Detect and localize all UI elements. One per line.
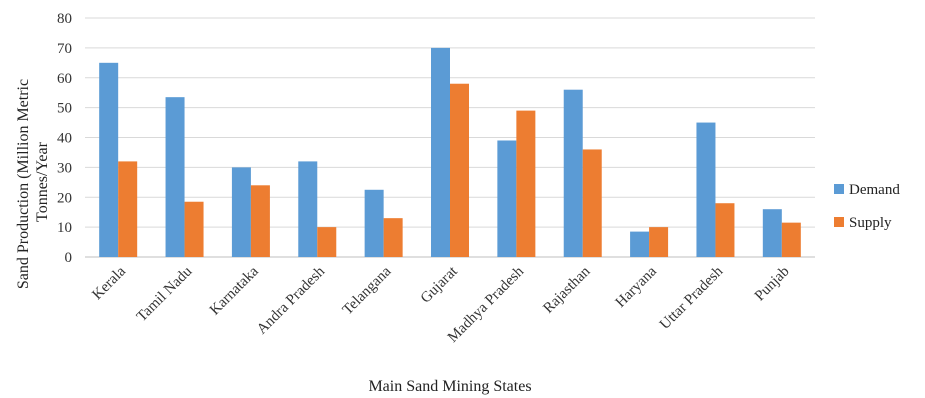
y-tick-label: 80 [57, 11, 72, 27]
legend-label-demand: Demand [849, 182, 900, 198]
y-axis-title: Sand Production (Million Metric Tonnes/Y… [15, 75, 51, 289]
bar-supply-haryana [649, 227, 669, 257]
y-tick-label: 10 [57, 220, 72, 236]
x-tick-label: Andra Pradesh [254, 263, 328, 337]
x-tick-label: Rajasthan [540, 263, 593, 316]
legend: Demand Supply [834, 182, 900, 231]
x-tick-label: Punjab [752, 264, 793, 305]
bar-supply-punjab [781, 222, 801, 257]
bar-supply-kerala [118, 161, 138, 257]
bar-supply-karnataka [250, 185, 270, 257]
y-tick-label: 40 [57, 131, 72, 147]
y-axis-title-line-2: Tonnes/Year [34, 141, 51, 222]
bar-demand-karnataka [231, 167, 251, 257]
bar-supply-uttar-pradesh [715, 203, 735, 257]
y-tick-label: 0 [65, 250, 73, 266]
y-tick-label: 20 [57, 190, 72, 206]
bar-supply-telangana [383, 218, 403, 257]
y-tick-label: 70 [57, 41, 72, 57]
bar-demand-rajasthan [563, 89, 583, 257]
bar-demand-kerala [99, 62, 119, 257]
bar-demand-haryana [630, 231, 650, 257]
y-axis-title-line-1: Sand Production (Million Metric [15, 79, 32, 289]
y-tick-label: 30 [57, 160, 72, 176]
x-tick-label: Telangana [340, 263, 395, 318]
bar-supply-rajasthan [582, 149, 602, 257]
bar-supply-gujarat [450, 83, 469, 257]
bar-demand-telangana [364, 189, 384, 257]
y-tick-label: 60 [57, 71, 72, 87]
bar-supply-tamil-nadu [184, 201, 204, 257]
x-tick-label: Karnataka [207, 263, 262, 318]
legend-label-supply: Supply [849, 215, 892, 231]
x-tick-label: Tamil Nadu [134, 263, 196, 325]
x-axis-title: Main Sand Mining States [368, 378, 531, 395]
y-tick-labels: 0 10 20 30 40 50 60 70 80 [57, 11, 72, 266]
bar-supply-andra-pradesh [317, 227, 337, 257]
bar-demand-tamil-nadu [165, 97, 185, 257]
legend-swatch-demand [834, 184, 844, 194]
x-tick-label: Haryana [613, 263, 660, 310]
bar-demand-gujarat [431, 47, 450, 257]
bar-demand-andra-pradesh [298, 161, 318, 257]
x-tick-label: Uttar Pradesh [657, 263, 727, 333]
y-tick-label: 50 [57, 101, 72, 117]
bars [99, 47, 801, 257]
x-tick-label: Kerala [89, 263, 129, 303]
bar-supply-madhya-pradesh [516, 110, 536, 257]
bar-demand-uttar-pradesh [696, 122, 716, 257]
bar-demand-madhya-pradesh [497, 140, 517, 257]
x-tick-label: Gujarat [418, 263, 462, 307]
legend-swatch-supply [834, 217, 844, 227]
bar-demand-punjab [762, 209, 782, 257]
